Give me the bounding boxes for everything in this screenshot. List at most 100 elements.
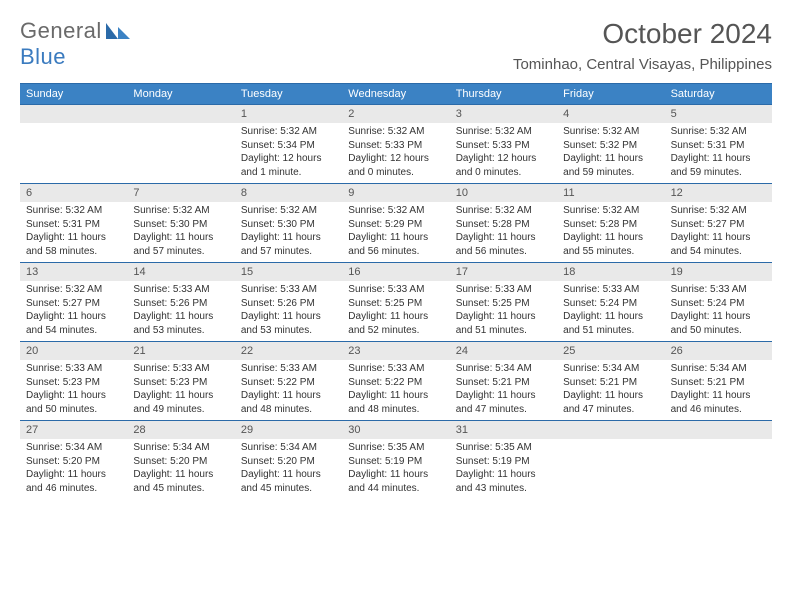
day-detail-line: Daylight: 11 hours — [456, 389, 551, 403]
day-detail-line: Sunset: 5:20 PM — [241, 455, 336, 469]
day-detail-line: Daylight: 12 hours — [348, 152, 443, 166]
dayhead-friday: Friday — [557, 84, 664, 104]
day-detail-line: Sunset: 5:25 PM — [348, 297, 443, 311]
day-detail-line: Daylight: 11 hours — [241, 310, 336, 324]
day-details: Sunrise: 5:34 AMSunset: 5:21 PMDaylight:… — [665, 360, 772, 420]
day-details: Sunrise: 5:32 AMSunset: 5:31 PMDaylight:… — [665, 123, 772, 183]
day-number: 5 — [665, 105, 772, 123]
day-details: Sunrise: 5:32 AMSunset: 5:30 PMDaylight:… — [235, 202, 342, 262]
day-detail-line: and 48 minutes. — [241, 403, 336, 417]
day-detail-line: Daylight: 11 hours — [133, 231, 228, 245]
day-detail-line: Daylight: 11 hours — [26, 231, 121, 245]
day-cell: 14Sunrise: 5:33 AMSunset: 5:26 PMDayligh… — [127, 263, 234, 341]
day-number: 11 — [557, 184, 664, 202]
day-number: 3 — [450, 105, 557, 123]
day-detail-line: Sunset: 5:20 PM — [26, 455, 121, 469]
month-title: October 2024 — [513, 18, 772, 50]
day-details: Sunrise: 5:33 AMSunset: 5:22 PMDaylight:… — [342, 360, 449, 420]
logo-sail-icon — [104, 21, 132, 41]
day-detail-line: and 0 minutes. — [456, 166, 551, 180]
day-number: 14 — [127, 263, 234, 281]
day-detail-line: and 1 minute. — [241, 166, 336, 180]
day-number: 13 — [20, 263, 127, 281]
day-details: Sunrise: 5:32 AMSunset: 5:27 PMDaylight:… — [665, 202, 772, 262]
day-number: 27 — [20, 421, 127, 439]
day-detail-line: Sunset: 5:24 PM — [563, 297, 658, 311]
day-detail-line: Daylight: 11 hours — [348, 389, 443, 403]
day-detail-line: and 50 minutes. — [26, 403, 121, 417]
day-detail-line: Daylight: 11 hours — [133, 389, 228, 403]
day-detail-line: Sunset: 5:30 PM — [241, 218, 336, 232]
day-detail-line: and 56 minutes. — [456, 245, 551, 259]
day-detail-line: Daylight: 11 hours — [563, 231, 658, 245]
day-detail-line: and 48 minutes. — [348, 403, 443, 417]
week-row: 20Sunrise: 5:33 AMSunset: 5:23 PMDayligh… — [20, 341, 772, 420]
day-number: 26 — [665, 342, 772, 360]
day-details: Sunrise: 5:33 AMSunset: 5:22 PMDaylight:… — [235, 360, 342, 420]
day-detail-line: and 58 minutes. — [26, 245, 121, 259]
day-detail-line: Sunrise: 5:34 AM — [26, 441, 121, 455]
day-detail-line: Daylight: 11 hours — [26, 310, 121, 324]
day-number — [127, 105, 234, 123]
day-detail-line: Daylight: 11 hours — [133, 310, 228, 324]
day-number: 7 — [127, 184, 234, 202]
day-detail-line: Daylight: 11 hours — [241, 468, 336, 482]
day-detail-line: Daylight: 11 hours — [563, 389, 658, 403]
day-number — [665, 421, 772, 439]
day-cell: 8Sunrise: 5:32 AMSunset: 5:30 PMDaylight… — [235, 184, 342, 262]
day-number: 10 — [450, 184, 557, 202]
day-detail-line: Sunset: 5:27 PM — [671, 218, 766, 232]
day-cell: 30Sunrise: 5:35 AMSunset: 5:19 PMDayligh… — [342, 421, 449, 499]
day-details: Sunrise: 5:33 AMSunset: 5:25 PMDaylight:… — [342, 281, 449, 341]
day-cell: 29Sunrise: 5:34 AMSunset: 5:20 PMDayligh… — [235, 421, 342, 499]
day-cell: 25Sunrise: 5:34 AMSunset: 5:21 PMDayligh… — [557, 342, 664, 420]
day-number: 25 — [557, 342, 664, 360]
day-detail-line: Daylight: 11 hours — [563, 310, 658, 324]
day-detail-line: Daylight: 11 hours — [348, 468, 443, 482]
day-cell: 6Sunrise: 5:32 AMSunset: 5:31 PMDaylight… — [20, 184, 127, 262]
day-details: Sunrise: 5:32 AMSunset: 5:31 PMDaylight:… — [20, 202, 127, 262]
day-detail-line: Sunrise: 5:32 AM — [348, 125, 443, 139]
day-detail-line: Sunrise: 5:34 AM — [671, 362, 766, 376]
day-number: 12 — [665, 184, 772, 202]
day-number: 19 — [665, 263, 772, 281]
day-detail-line: Daylight: 11 hours — [456, 231, 551, 245]
day-detail-line: Sunset: 5:33 PM — [456, 139, 551, 153]
day-number: 4 — [557, 105, 664, 123]
day-detail-line: and 51 minutes. — [563, 324, 658, 338]
day-number: 21 — [127, 342, 234, 360]
day-cell: 18Sunrise: 5:33 AMSunset: 5:24 PMDayligh… — [557, 263, 664, 341]
day-detail-line: and 0 minutes. — [348, 166, 443, 180]
day-number: 29 — [235, 421, 342, 439]
logo: General — [20, 18, 132, 44]
day-detail-line: Sunrise: 5:32 AM — [671, 204, 766, 218]
day-detail-line: Sunrise: 5:32 AM — [456, 204, 551, 218]
day-number: 8 — [235, 184, 342, 202]
day-cell: 5Sunrise: 5:32 AMSunset: 5:31 PMDaylight… — [665, 105, 772, 183]
day-detail-line: Daylight: 11 hours — [671, 310, 766, 324]
day-details: Sunrise: 5:32 AMSunset: 5:34 PMDaylight:… — [235, 123, 342, 183]
day-cell: 21Sunrise: 5:33 AMSunset: 5:23 PMDayligh… — [127, 342, 234, 420]
day-details: Sunrise: 5:32 AMSunset: 5:33 PMDaylight:… — [342, 123, 449, 183]
week-row: 13Sunrise: 5:32 AMSunset: 5:27 PMDayligh… — [20, 262, 772, 341]
day-detail-line: Sunrise: 5:32 AM — [241, 204, 336, 218]
day-number: 23 — [342, 342, 449, 360]
day-detail-line: Sunset: 5:25 PM — [456, 297, 551, 311]
day-detail-line: Sunset: 5:31 PM — [26, 218, 121, 232]
day-number: 6 — [20, 184, 127, 202]
day-details: Sunrise: 5:32 AMSunset: 5:30 PMDaylight:… — [127, 202, 234, 262]
day-number — [557, 421, 664, 439]
day-details: Sunrise: 5:34 AMSunset: 5:20 PMDaylight:… — [20, 439, 127, 499]
day-cell: 1Sunrise: 5:32 AMSunset: 5:34 PMDaylight… — [235, 105, 342, 183]
day-cell — [20, 105, 127, 183]
day-detail-line: Sunrise: 5:34 AM — [133, 441, 228, 455]
day-detail-line: Daylight: 11 hours — [133, 468, 228, 482]
day-detail-line: Sunrise: 5:32 AM — [26, 283, 121, 297]
day-detail-line: and 54 minutes. — [26, 324, 121, 338]
day-detail-line: Sunrise: 5:33 AM — [26, 362, 121, 376]
day-detail-line: Sunset: 5:29 PM — [348, 218, 443, 232]
day-details: Sunrise: 5:32 AMSunset: 5:27 PMDaylight:… — [20, 281, 127, 341]
day-detail-line: and 47 minutes. — [456, 403, 551, 417]
day-detail-line: Daylight: 12 hours — [241, 152, 336, 166]
day-number: 31 — [450, 421, 557, 439]
